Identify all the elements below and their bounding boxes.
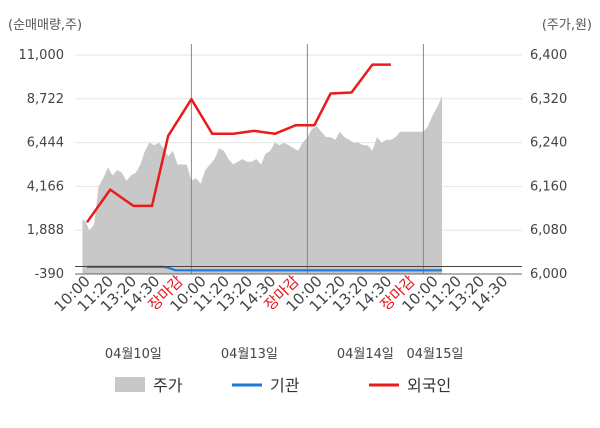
price-area-layer xyxy=(82,96,443,274)
date-label: 04월13일 xyxy=(221,347,278,362)
date-label: 04월14일 xyxy=(337,347,394,362)
right-tick-label: 6,400 xyxy=(530,48,567,63)
left-tick-labels: 11,000 8,722 6,444 4,166 1,888 -390 xyxy=(19,48,65,282)
series-주가-area xyxy=(82,96,443,274)
axes xyxy=(75,266,522,275)
right-tick-label: 6,080 xyxy=(530,223,567,238)
legend-label-외국인: 외국인 xyxy=(407,376,451,395)
legend-label-기관: 기관 xyxy=(270,376,300,395)
x-tick-labels: 10:0011:2013:2014:30장마감10:0011:2013:2014… xyxy=(51,272,512,315)
right-tick-label: 6,000 xyxy=(530,267,567,282)
left-tick-label: 6,444 xyxy=(27,136,64,151)
day-separators xyxy=(190,44,424,274)
series-외국인-line xyxy=(85,63,391,224)
date-label: 04월15일 xyxy=(406,347,463,362)
left-tick-label: -390 xyxy=(34,267,64,282)
right-tick-label: 6,240 xyxy=(530,136,567,151)
right-tick-label: 6,320 xyxy=(530,92,567,107)
left-tick-label: 8,722 xyxy=(27,92,64,107)
left-tick-label: 11,000 xyxy=(19,48,65,63)
date-labels: 04월10일 04월13일 04월14일 04월15일 xyxy=(105,347,464,362)
left-tick-label: 1,888 xyxy=(27,223,64,238)
right-tick-labels: 6,400 6,320 6,240 6,160 6,080 6,000 xyxy=(530,48,567,282)
legend-swatch-주가 xyxy=(115,377,145,392)
legend-label-주가: 주가 xyxy=(153,376,183,395)
left-axis-unit: (순매매량,주) xyxy=(8,18,82,33)
left-tick-label: 4,166 xyxy=(27,179,64,194)
date-label: 04월10일 xyxy=(105,347,162,362)
right-tick-label: 6,160 xyxy=(530,179,567,194)
right-axis-unit: (주가,원) xyxy=(542,18,592,33)
legend: 주가 기관 외국인 xyxy=(115,376,451,395)
